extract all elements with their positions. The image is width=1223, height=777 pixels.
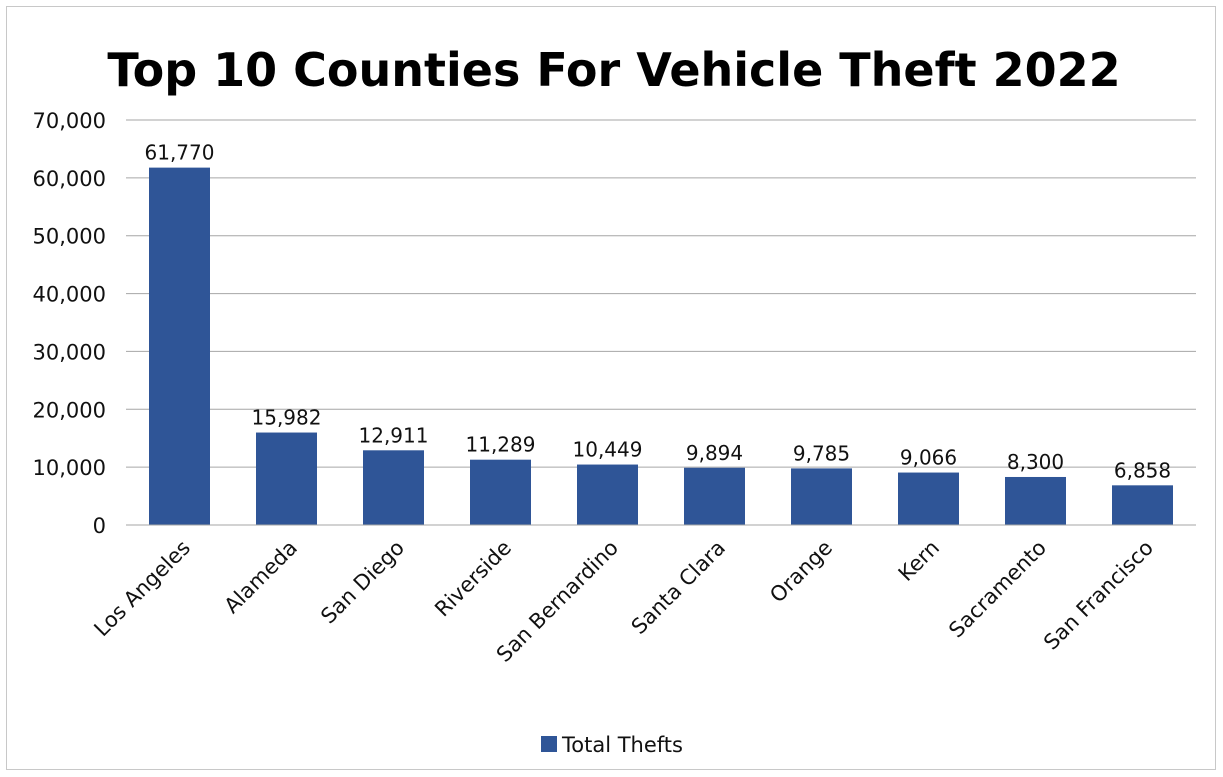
x-tick-label: Santa Clara bbox=[627, 536, 730, 639]
data-label: 11,289 bbox=[466, 433, 536, 457]
y-tick-label: 30,000 bbox=[33, 340, 106, 364]
data-label: 6,858 bbox=[1114, 458, 1171, 482]
y-tick-label: 50,000 bbox=[33, 225, 106, 249]
bar-san-diego bbox=[363, 450, 424, 525]
x-tick-label: Riverside bbox=[430, 536, 516, 622]
data-label: 8,300 bbox=[1007, 450, 1064, 474]
x-tick-label: San Francisco bbox=[1039, 536, 1158, 655]
data-label: 12,911 bbox=[359, 423, 429, 447]
data-label: 9,066 bbox=[900, 446, 957, 470]
bar-riverside bbox=[470, 459, 531, 525]
y-axis: 0 10,000 20,000 30,000 40,000 50,000 60,000 70,… bbox=[33, 109, 106, 538]
chart-title: Top 10 Counties For Vehicle Theft 2022 bbox=[107, 43, 1120, 97]
y-tick-label: 20,000 bbox=[33, 398, 106, 422]
legend-label-total-thefts: Total Thefts bbox=[561, 733, 683, 757]
x-tick-label: Kern bbox=[894, 536, 944, 586]
bar-santa-clara bbox=[684, 467, 745, 525]
y-tick-label: 70,000 bbox=[33, 109, 106, 133]
x-axis: Los Angeles Alameda San Diego Riverside San … bbox=[89, 524, 1196, 667]
x-tick-label: Los Angeles bbox=[89, 536, 195, 642]
data-label: 9,894 bbox=[686, 441, 743, 465]
y-tick-label: 10,000 bbox=[33, 456, 106, 480]
bar-los-angeles bbox=[149, 167, 210, 525]
x-tick-label: San Diego bbox=[316, 536, 409, 629]
x-tick-label: Alameda bbox=[220, 536, 302, 618]
legend: Total Thefts bbox=[541, 733, 683, 757]
y-tick-label: 60,000 bbox=[33, 167, 106, 191]
y-tick-label: 0 bbox=[93, 514, 106, 538]
bars bbox=[149, 167, 1173, 525]
data-label: 10,449 bbox=[573, 438, 643, 462]
x-tick-label: Orange bbox=[765, 536, 837, 608]
bar-alameda bbox=[256, 432, 317, 525]
bar-orange bbox=[791, 468, 852, 525]
bar-kern bbox=[898, 472, 959, 525]
data-label: 9,785 bbox=[793, 441, 850, 465]
bar-san-bernardino bbox=[577, 464, 638, 525]
bar-san-francisco bbox=[1112, 485, 1173, 525]
x-tick-label: Sacramento bbox=[944, 536, 1051, 643]
data-labels: 61,770 15,982 12,911 11,289 10,449 9,894 9,785… bbox=[145, 141, 1172, 483]
y-tick-label: 40,000 bbox=[33, 283, 106, 307]
data-label: 15,982 bbox=[252, 406, 322, 430]
bar-sacramento bbox=[1005, 476, 1066, 525]
data-label: 61,770 bbox=[145, 141, 215, 165]
legend-swatch bbox=[541, 736, 557, 752]
